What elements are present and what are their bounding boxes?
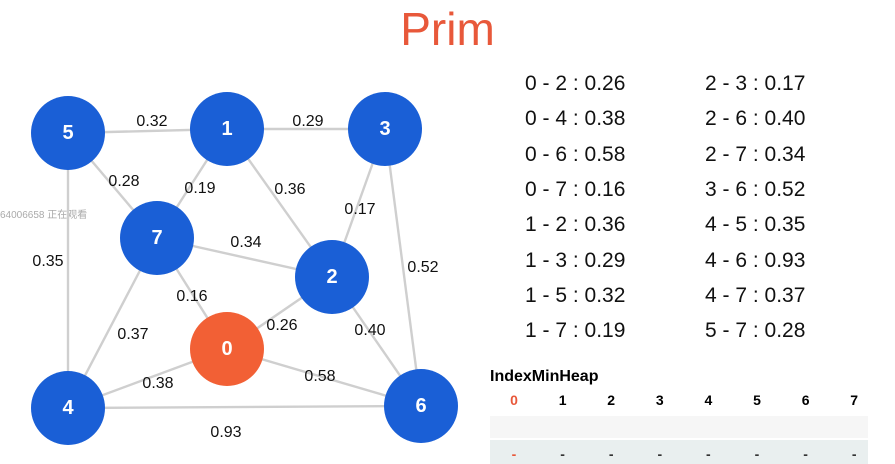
- edge-list-item: 4 - 6 : 0.93: [705, 248, 806, 272]
- edge-list-item: 3 - 6 : 0.52: [705, 177, 806, 201]
- edge-list-item: 0 - 6 : 0.58: [525, 142, 626, 166]
- vertex-6: [384, 369, 458, 443]
- edge-list-item: 0 - 2 : 0.26: [525, 72, 626, 95]
- index-min-heap: IndexMinHeap 0 - 1 - 2 - 3 - 4 - 5 - 6 - 7 -: [490, 368, 880, 464]
- vertex-0: [190, 312, 264, 386]
- vertex-label-6: 6: [415, 395, 426, 417]
- edge-weight-5-1: 0.32: [136, 113, 167, 130]
- edge-weight-5-7: 0.28: [108, 173, 139, 190]
- vertex-3: [348, 92, 422, 166]
- heap-table: 0 - 1 - 2 - 3 - 4 - 5 - 6 - 7 -: [490, 390, 880, 464]
- edge-list-item: 0 - 7 : 0.16: [525, 177, 626, 201]
- heap-index-0: 0: [510, 392, 518, 408]
- vertex-2: [295, 240, 369, 314]
- edge-list-item: 4 - 5 : 0.35: [705, 213, 806, 237]
- edge-list-item: 0 - 4 : 0.38: [525, 107, 626, 131]
- edge-weight-5-4: 0.35: [32, 253, 63, 270]
- edge-weight-0-2: 0.26: [266, 317, 297, 334]
- viewer-watermark: 64006658 正在观看: [0, 210, 88, 221]
- edge-weight-0-6: 0.58: [304, 368, 335, 385]
- edge-weight-4-6: 0.93: [210, 424, 241, 441]
- edge-weight-1-7: 0.19: [184, 180, 215, 197]
- vertex-label-3: 3: [379, 118, 390, 140]
- edge-list-item: 2 - 7 : 0.34: [705, 142, 806, 166]
- vertex-5: [31, 96, 105, 170]
- edge-weight-0-4: 0.38: [142, 375, 173, 392]
- edge-4-6: [67, 404, 422, 410]
- heap-value-1: -: [560, 446, 565, 462]
- graph-diagram: 0.32 0.29 0.28 0.19 0.36 0.17 0.34 0.35 0.52 0.16…: [31, 92, 458, 445]
- heap-index-4: 4: [704, 392, 713, 408]
- edge-weight-1-3: 0.29: [292, 113, 323, 130]
- edge-3-6: [383, 128, 423, 407]
- edge-list-item: 1 - 2 : 0.36: [525, 213, 626, 237]
- vertex-label-1: 1: [221, 118, 232, 140]
- heap-index-6: 6: [801, 392, 810, 408]
- edge-weight-2-6: 0.40: [354, 322, 385, 339]
- edge-weight-7-2: 0.34: [230, 234, 261, 251]
- heap-index-5: 5: [753, 392, 761, 408]
- page-title: Prim: [400, 3, 495, 55]
- heap-value-2: -: [608, 446, 614, 462]
- edge-list-item: 4 - 7 : 0.37: [705, 283, 806, 307]
- edge-list-item: 5 - 7 : 0.28: [705, 319, 806, 343]
- heap-value-6: -: [803, 446, 808, 462]
- edge-list-item: 2 - 3 : 0.17: [705, 72, 806, 95]
- vertex-label-7: 7: [151, 227, 162, 249]
- vertex-1: [190, 92, 264, 166]
- edge-weight-3-2: 0.17: [344, 201, 375, 218]
- edge-list: 0 - 2 : 0.26 0 - 4 : 0.38 0 - 6 : 0.58 0 - …: [505, 72, 865, 357]
- edge-weight-3-6: 0.52: [407, 259, 438, 276]
- edge-weight-1-2: 0.36: [274, 181, 305, 198]
- edge-list-item: 1 - 3 : 0.29: [525, 248, 626, 272]
- vertex-label-4: 4: [62, 397, 74, 419]
- heap-value-0: -: [511, 446, 517, 462]
- heap-value-5: -: [754, 446, 760, 462]
- vertex-label-2: 2: [326, 266, 337, 288]
- heap-value-4: -: [706, 446, 711, 462]
- heap-index-3: 3: [655, 392, 664, 408]
- edge-weight-7-4: 0.37: [117, 326, 148, 343]
- heap-value-7: -: [851, 446, 857, 462]
- vertex-label-5: 5: [62, 122, 73, 144]
- edge-list-item: 1 - 7 : 0.19: [525, 319, 626, 343]
- heap-index-2: 2: [607, 392, 616, 408]
- edge-list-item: 1 - 5 : 0.32: [525, 283, 626, 307]
- edge-weight-7-0: 0.16: [176, 288, 207, 305]
- vertex-4: [31, 371, 105, 445]
- heap-index-7: 7: [850, 392, 859, 408]
- edge-list-item: 2 - 6 : 0.40: [705, 107, 806, 131]
- vertex-label-0: 0: [221, 338, 232, 360]
- heap-title: IndexMinHeap: [490, 368, 599, 385]
- heap-index-1: 1: [558, 392, 567, 408]
- heap-value-3: -: [657, 446, 663, 462]
- vertex-7: [120, 201, 194, 275]
